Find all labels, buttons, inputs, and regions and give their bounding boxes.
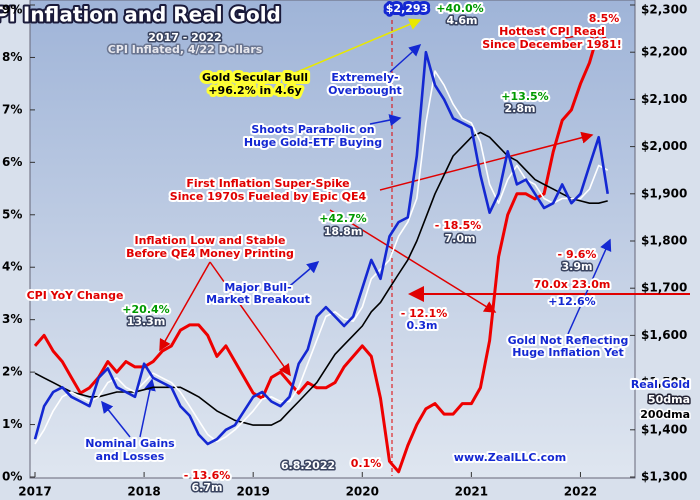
annotation: 6.8.2022 — [281, 459, 335, 472]
legend-label: 200dma — [640, 408, 690, 421]
annotation: +40.0% — [436, 2, 483, 15]
annotation: Shoots Parabolic on — [251, 123, 374, 136]
x-tick-label: 2022 — [564, 485, 597, 499]
series-line — [33, 50, 609, 446]
annotation: - 18.5% — [435, 219, 482, 232]
y2-tick-label: $1,700 — [641, 281, 687, 295]
annotation: Inflation Low and Stable — [135, 234, 286, 247]
y2-tick-label: $1,600 — [641, 328, 687, 342]
annotation: +13.5% — [501, 90, 548, 103]
arrow — [139, 378, 156, 438]
x-tick-label: 2018 — [127, 485, 160, 499]
y-tick-label: 1% — [2, 417, 22, 431]
x-tick-label: 2021 — [455, 485, 488, 499]
annotation: Nominal Gains — [85, 437, 175, 450]
annotation: Gold Not Reflecting — [508, 334, 629, 347]
arrow — [369, 114, 402, 126]
y-tick-label: 5% — [2, 207, 22, 221]
arrow — [389, 43, 422, 73]
y2-tick-label: $2,100 — [641, 92, 687, 106]
annotation: - 13.6% — [184, 469, 231, 482]
x-tick-label: 2020 — [346, 485, 379, 499]
annotation: Huge Inflation Yet — [512, 346, 624, 359]
annotation: 0.1% — [351, 457, 382, 470]
annotation: www.ZealLLC.com — [454, 451, 566, 464]
plot-area — [29, 0, 636, 479]
annotation: Since December 1981! — [482, 38, 622, 51]
x-tick-label: 2019 — [236, 485, 269, 499]
y-tick-label: 6% — [2, 155, 22, 169]
annotation: Since 1970s Fueled by Epic QE4 — [170, 190, 367, 203]
y-tick-label: 4% — [2, 260, 22, 274]
arrow — [284, 261, 320, 291]
legend-label: 50dma — [648, 393, 690, 406]
annotation: 13.3m — [127, 315, 166, 328]
annotation: 70.0x 23.0m — [534, 278, 611, 291]
annotation: 4.6m — [447, 14, 478, 27]
x-tick-label: 2017 — [18, 485, 51, 499]
y2-tick-label: $1,400 — [641, 422, 687, 436]
arrow — [159, 261, 211, 352]
series-line — [33, 29, 609, 474]
annotation: 8.5% — [589, 12, 620, 25]
arrow — [567, 238, 612, 335]
arrow — [329, 209, 497, 313]
y2-tick-label: $1,300 — [641, 470, 687, 484]
annotation: +12.6% — [548, 295, 595, 308]
annotation: Major Bull- — [224, 281, 291, 294]
annotation: 3.9m — [562, 260, 593, 273]
annotation: Gold Secular Bull — [202, 71, 308, 84]
legend-label: Real Gold — [631, 378, 690, 391]
y2-tick-label: $1,800 — [641, 234, 687, 248]
annotation: and Losses — [96, 450, 165, 463]
annotation: CPI Inflated, 4/22 Dollars — [108, 43, 263, 56]
annotation: 18.8m — [324, 225, 363, 238]
annotation: Hottest CPI Read — [499, 25, 605, 38]
chart-title: CPI Inflation and Real Gold — [0, 3, 281, 27]
y-tick-label: 2% — [2, 365, 22, 379]
arrow — [209, 261, 291, 377]
arrows — [101, 18, 690, 438]
annotation: Extremely- — [331, 71, 398, 84]
annotation: - 12.1% — [401, 307, 448, 320]
y-tick-label: 7% — [2, 102, 22, 116]
y2-tick-label: $2,300 — [641, 3, 687, 17]
y-tick-label: 8% — [2, 50, 22, 64]
y-tick-label: 0% — [2, 470, 22, 484]
y2-tick-label: $1,900 — [641, 186, 687, 200]
arrow — [101, 400, 131, 438]
y-tick-label: 3% — [2, 312, 22, 326]
arrow — [564, 27, 602, 40]
y2-tick-label: $1,500 — [641, 375, 687, 389]
annotation: Huge Gold-ETF Buying — [244, 136, 382, 149]
y2-tick-label: $2,200 — [641, 45, 687, 59]
annotation: +42.7% — [319, 212, 366, 225]
annotation: Market Breakout — [206, 293, 310, 306]
annotation: $2,293 — [386, 2, 428, 15]
annotation: 6.7m — [192, 481, 223, 494]
annotation: Before QE4 Money Printing — [126, 247, 294, 260]
annotation: 7.0m — [445, 232, 476, 245]
annotation: - 9.6% — [558, 248, 597, 261]
annotation: 0.3m — [407, 319, 438, 332]
annotation: Overbought — [328, 84, 402, 97]
series-layer — [30, 4, 635, 478]
legend-label: CPI YoY Change — [27, 289, 124, 302]
annotation: First Inflation Super-Spike — [186, 177, 349, 190]
annotation: 2017 - 2022 — [148, 31, 221, 44]
y2-tick-label: $2,000 — [641, 139, 687, 153]
y-tick-label: 9% — [2, 3, 22, 17]
annotation: +20.4% — [122, 303, 169, 316]
arrow — [289, 18, 422, 76]
annotation: +96.2% in 4.6y — [208, 84, 301, 97]
series-line — [34, 131, 608, 426]
annotation: 2.8m — [505, 102, 536, 115]
